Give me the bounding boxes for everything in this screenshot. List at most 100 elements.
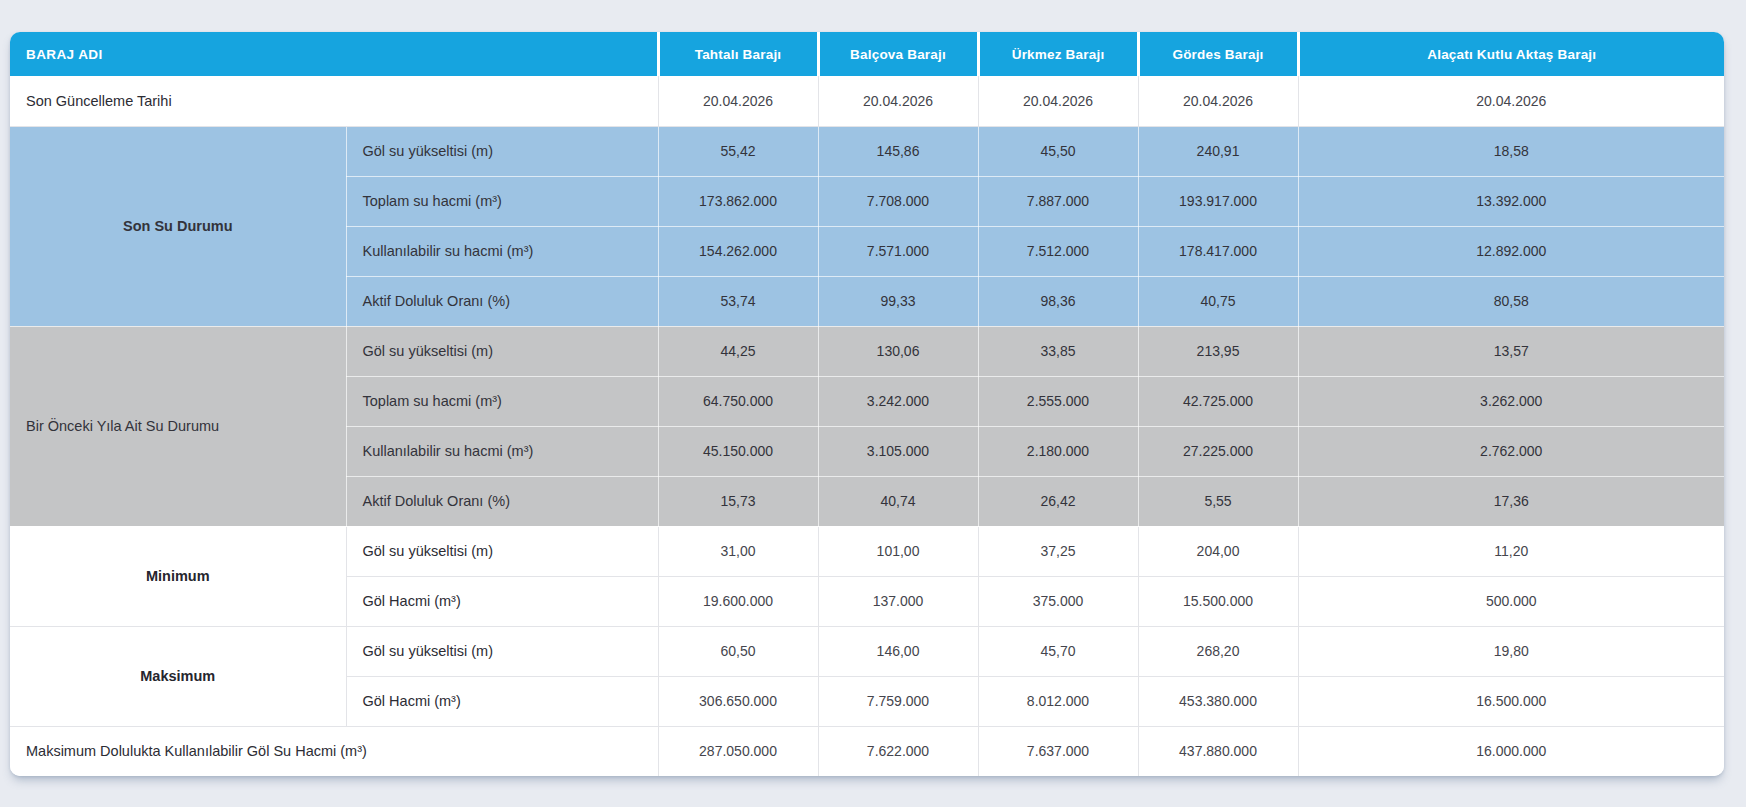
value-cell: 16.000.000 <box>1298 726 1724 776</box>
value-cell: 20.04.2026 <box>978 76 1138 126</box>
max-usable-volume-row: Maksimum Dolulukta Kullanılabilir Göl Su… <box>10 726 1724 776</box>
value-cell: 130,06 <box>818 326 978 376</box>
dam-status-card: BARAJ ADI Tahtalı Barajı Balçova Barajı … <box>10 32 1724 776</box>
value-cell: 42.725.000 <box>1138 376 1298 426</box>
value-cell: 40,74 <box>818 476 978 526</box>
section-label-minimum: Minimum <box>10 526 346 626</box>
value-cell: 26,42 <box>978 476 1138 526</box>
value-cell: 15,73 <box>658 476 818 526</box>
value-cell: 53,74 <box>658 276 818 326</box>
value-cell: 27.225.000 <box>1138 426 1298 476</box>
row-label: Göl su yükseltisi (m) <box>346 526 658 576</box>
value-cell: 3.262.000 <box>1298 376 1724 426</box>
value-cell: 15.500.000 <box>1138 576 1298 626</box>
value-cell: 7.887.000 <box>978 176 1138 226</box>
value-cell: 375.000 <box>978 576 1138 626</box>
value-cell: 287.050.000 <box>658 726 818 776</box>
value-cell: 13.392.000 <box>1298 176 1724 226</box>
row-label-update-date: Son Güncelleme Tarihi <box>10 76 658 126</box>
value-cell: 2.555.000 <box>978 376 1138 426</box>
row-label: Kullanılabilir su hacmi (m³) <box>346 426 658 476</box>
value-cell: 16.500.000 <box>1298 676 1724 726</box>
value-cell: 19.600.000 <box>658 576 818 626</box>
value-cell: 11,20 <box>1298 526 1724 576</box>
value-cell: 12.892.000 <box>1298 226 1724 276</box>
value-cell: 19,80 <box>1298 626 1724 676</box>
value-cell: 2.762.000 <box>1298 426 1724 476</box>
value-cell: 146,00 <box>818 626 978 676</box>
dam-status-table: BARAJ ADI Tahtalı Barajı Balçova Barajı … <box>10 32 1724 776</box>
value-cell: 45.150.000 <box>658 426 818 476</box>
row-label: Göl Hacmi (m³) <box>346 576 658 626</box>
value-cell: 240,91 <box>1138 126 1298 176</box>
value-cell: 98,36 <box>978 276 1138 326</box>
value-cell: 44,25 <box>658 326 818 376</box>
value-cell: 99,33 <box>818 276 978 326</box>
value-cell: 7.571.000 <box>818 226 978 276</box>
row-label-max-usable-volume: Maksimum Dolulukta Kullanılabilir Göl Su… <box>10 726 658 776</box>
row-label: Kullanılabilir su hacmi (m³) <box>346 226 658 276</box>
row-label: Aktif Doluluk Oranı (%) <box>346 276 658 326</box>
column-header-tahtali: Tahtalı Barajı <box>658 32 818 76</box>
minimum-row: Minimum Göl su yükseltisi (m) 31,00 101,… <box>10 526 1724 576</box>
value-cell: 178.417.000 <box>1138 226 1298 276</box>
value-cell: 17,36 <box>1298 476 1724 526</box>
value-cell: 500.000 <box>1298 576 1724 626</box>
row-label: Göl su yükseltisi (m) <box>346 626 658 676</box>
value-cell: 55,42 <box>658 126 818 176</box>
value-cell: 20.04.2026 <box>658 76 818 126</box>
table-header-row: BARAJ ADI Tahtalı Barajı Balçova Barajı … <box>10 32 1724 76</box>
value-cell: 137.000 <box>818 576 978 626</box>
value-cell: 204,00 <box>1138 526 1298 576</box>
value-cell: 13,57 <box>1298 326 1724 376</box>
value-cell: 31,00 <box>658 526 818 576</box>
value-cell: 268,20 <box>1138 626 1298 676</box>
value-cell: 3.242.000 <box>818 376 978 426</box>
update-date-row: Son Güncelleme Tarihi 20.04.2026 20.04.2… <box>10 76 1724 126</box>
column-header-urkmez: Ürkmez Barajı <box>978 32 1138 76</box>
maximum-row: Maksimum Göl su yükseltisi (m) 60,50 146… <box>10 626 1724 676</box>
value-cell: 20.04.2026 <box>1138 76 1298 126</box>
value-cell: 7.637.000 <box>978 726 1138 776</box>
section-label-previous-year: Bir Önceki Yıla Ait Su Durumu <box>10 326 346 526</box>
value-cell: 193.917.000 <box>1138 176 1298 226</box>
value-cell: 213,95 <box>1138 326 1298 376</box>
value-cell: 37,25 <box>978 526 1138 576</box>
value-cell: 437.880.000 <box>1138 726 1298 776</box>
value-cell: 2.180.000 <box>978 426 1138 476</box>
value-cell: 3.105.000 <box>818 426 978 476</box>
row-label: Aktif Doluluk Oranı (%) <box>346 476 658 526</box>
value-cell: 40,75 <box>1138 276 1298 326</box>
value-cell: 7.512.000 <box>978 226 1138 276</box>
column-header-balcova: Balçova Barajı <box>818 32 978 76</box>
value-cell: 33,85 <box>978 326 1138 376</box>
value-cell: 45,70 <box>978 626 1138 676</box>
value-cell: 306.650.000 <box>658 676 818 726</box>
section-label-current-status: Son Su Durumu <box>10 126 346 326</box>
value-cell: 7.708.000 <box>818 176 978 226</box>
row-label: Göl su yükseltisi (m) <box>346 126 658 176</box>
value-cell: 101,00 <box>818 526 978 576</box>
value-cell: 45,50 <box>978 126 1138 176</box>
value-cell: 5,55 <box>1138 476 1298 526</box>
value-cell: 80,58 <box>1298 276 1724 326</box>
value-cell: 453.380.000 <box>1138 676 1298 726</box>
value-cell: 7.622.000 <box>818 726 978 776</box>
previous-year-row: Bir Önceki Yıla Ait Su Durumu Göl su yük… <box>10 326 1724 376</box>
value-cell: 20.04.2026 <box>818 76 978 126</box>
value-cell: 18,58 <box>1298 126 1724 176</box>
value-cell: 173.862.000 <box>658 176 818 226</box>
value-cell: 64.750.000 <box>658 376 818 426</box>
row-label: Toplam su hacmi (m³) <box>346 376 658 426</box>
column-header-gordes: Gördes Barajı <box>1138 32 1298 76</box>
section-label-maximum: Maksimum <box>10 626 346 726</box>
value-cell: 20.04.2026 <box>1298 76 1724 126</box>
row-label: Toplam su hacmi (m³) <box>346 176 658 226</box>
row-label: Göl Hacmi (m³) <box>346 676 658 726</box>
value-cell: 7.759.000 <box>818 676 978 726</box>
column-header-alacati: Alaçatı Kutlu Aktaş Barajı <box>1298 32 1724 76</box>
value-cell: 154.262.000 <box>658 226 818 276</box>
current-status-row: Son Su Durumu Göl su yükseltisi (m) 55,4… <box>10 126 1724 176</box>
value-cell: 145,86 <box>818 126 978 176</box>
column-header-baraj-adi: BARAJ ADI <box>10 32 658 76</box>
